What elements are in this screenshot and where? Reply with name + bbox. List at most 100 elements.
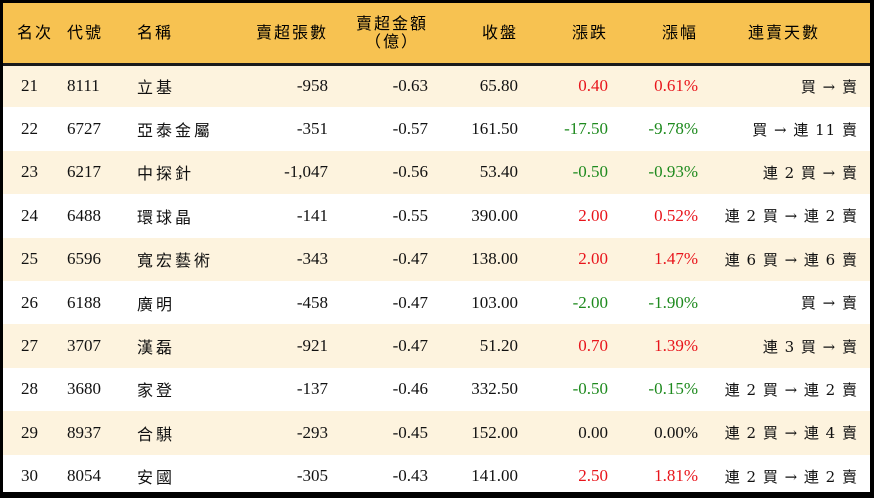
sell-amount-cell: -0.46 [392,379,428,399]
table-row[interactable]: 28 3680 家登 -137 -0.46 332.50 -0.50 -0.15… [3,368,870,411]
header-rank[interactable]: 名次 [17,22,54,42]
close-cell: 53.40 [479,162,518,182]
streak-cell: 連 2 買 → 連 4 賣 [724,424,858,443]
header-change[interactable]: 漲跌 [571,22,608,42]
header-close[interactable]: 收盤 [481,22,518,42]
sell-amount-cell: -0.56 [392,162,428,182]
code-cell: 6488 [67,205,101,225]
sell-amount-cell: -0.45 [392,422,428,442]
sell-amount-cell: -0.47 [392,292,428,312]
close-cell: 103.00 [471,292,518,312]
close-cell: 51.20 [479,336,518,356]
change-pct-cell: 1.39% [654,336,698,356]
streak-cell: 連 2 買 → 賣 [762,163,858,182]
table-row[interactable]: 30 8054 安國 -305 -0.43 141.00 2.50 1.81% … [3,455,870,498]
table-row[interactable]: 24 6488 環球晶 -141 -0.55 390.00 2.00 0.52%… [3,194,870,237]
sell-lots-cell: -921 [296,336,328,356]
change-cell: -0.50 [572,162,608,182]
close-cell: 141.00 [471,466,518,486]
sell-amount-cell: -0.57 [392,119,428,139]
close-cell: 138.00 [471,249,518,269]
name-cell: 立基 [137,78,176,98]
name-cell: 安國 [137,468,176,488]
streak-cell: 連 3 買 → 賣 [762,337,858,356]
streak-cell: 連 2 買 → 連 2 賣 [724,467,858,486]
code-cell: 6596 [67,249,101,269]
code-cell: 8111 [67,76,100,96]
header-streak[interactable]: 連賣天數 [747,22,820,42]
sell-lots-cell: -141 [296,205,328,225]
close-cell: 65.80 [479,76,518,96]
name-cell: 寬宏藝術 [137,251,214,271]
change-cell: 0.00 [578,422,608,442]
sell-ranking-table: 名次 代號 名稱 賣超張數 賣超金額 （億） 收盤 漲跌 漲幅 連賣天數 21 … [3,3,870,498]
header-change-pct[interactable]: 漲幅 [661,22,698,42]
sell-lots-cell: -343 [296,249,328,269]
change-cell: -2.00 [572,292,608,312]
change-cell: 0.70 [578,336,608,356]
rank-cell: 24 [21,205,38,225]
code-cell: 6727 [67,119,101,139]
code-cell: 6188 [67,292,101,312]
table-row[interactable]: 26 6188 廣明 -458 -0.47 103.00 -2.00 -1.90… [3,281,870,324]
rank-cell: 30 [21,466,38,486]
change-pct-cell: 0.61% [654,76,698,96]
change-cell: 2.50 [578,466,608,486]
change-pct-cell: -0.93% [648,162,698,182]
table-row[interactable]: 21 8111 立基 -958 -0.63 65.80 0.40 0.61% 買… [3,64,870,108]
sell-lots-cell: -958 [296,76,328,96]
close-cell: 161.50 [471,119,518,139]
change-pct-cell: 1.47% [654,249,698,269]
close-cell: 152.00 [471,422,518,442]
sell-amount-cell: -0.63 [392,76,428,96]
header-sell-amount-unit: （億） [364,31,419,51]
change-pct-cell: 0.52% [654,205,698,225]
streak-cell: 連 2 買 → 連 2 賣 [724,207,858,226]
rank-cell: 29 [21,422,38,442]
name-cell: 中探針 [137,164,195,184]
streak-cell: 連 2 買 → 連 2 賣 [724,380,858,399]
close-cell: 390.00 [471,205,518,225]
name-cell: 亞泰金屬 [137,121,214,141]
header-sell-amount[interactable]: 賣超金額 （億） [328,3,428,64]
sell-amount-cell: -0.55 [392,205,428,225]
code-cell: 8054 [67,466,101,486]
sell-amount-cell: -0.43 [392,466,428,486]
header-sell-lots[interactable]: 賣超張數 [255,22,328,42]
name-cell: 家登 [137,381,176,401]
change-pct-cell: -0.15% [648,379,698,399]
rank-cell: 26 [21,292,38,312]
rank-cell: 23 [21,162,38,182]
streak-cell: 連 6 買 → 連 6 賣 [724,250,858,269]
rank-cell: 27 [21,336,38,356]
table-row[interactable]: 29 8937 合騏 -293 -0.45 152.00 0.00 0.00% … [3,411,870,455]
name-cell: 合騏 [137,424,176,444]
table-body: 21 8111 立基 -958 -0.63 65.80 0.40 0.61% 買… [3,64,870,498]
sell-lots-cell: -351 [296,119,328,139]
name-cell: 環球晶 [137,207,195,227]
table-row[interactable]: 27 3707 漢磊 -921 -0.47 51.20 0.70 1.39% 連… [3,324,870,368]
sell-lots-cell: -305 [296,466,328,486]
code-cell: 8937 [67,422,101,442]
rank-cell: 22 [21,119,38,139]
sell-lots-cell: -293 [296,422,328,442]
table-row[interactable]: 25 6596 寬宏藝術 -343 -0.47 138.00 2.00 1.47… [3,237,870,281]
change-cell: 0.40 [578,76,608,96]
sell-lots-cell: -1,047 [284,162,328,182]
streak-cell: 買 → 賣 [800,77,858,96]
header-code[interactable]: 代號 [67,22,104,42]
change-pct-cell: -9.78% [648,119,698,139]
header-name[interactable]: 名稱 [137,22,174,42]
code-cell: 3680 [67,379,101,399]
name-cell: 廣明 [137,294,176,314]
table-row[interactable]: 22 6727 亞泰金屬 -351 -0.57 161.50 -17.50 -9… [3,107,870,150]
sell-amount-cell: -0.47 [392,336,428,356]
rank-cell: 28 [21,379,38,399]
header-sell-amount-line1: 賣超金額 [355,13,428,33]
streak-cell: 買 → 連 11 賣 [752,120,858,139]
change-cell: 2.00 [578,205,608,225]
change-cell: -17.50 [564,119,608,139]
table-row[interactable]: 23 6217 中探針 -1,047 -0.56 53.40 -0.50 -0.… [3,150,870,195]
rank-cell: 21 [21,76,38,96]
close-cell: 332.50 [471,379,518,399]
